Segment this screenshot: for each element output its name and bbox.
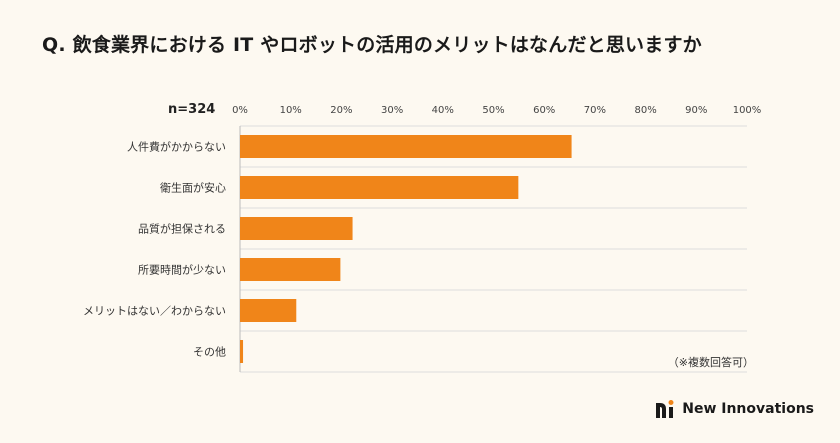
- brand-logo: New Innovations: [656, 400, 814, 418]
- x-tick-label: 0%: [232, 105, 248, 116]
- x-tick-label: 50%: [482, 105, 504, 116]
- bar: [240, 340, 244, 363]
- x-tick-label: 40%: [432, 105, 454, 116]
- multiple-answer-note: （※複数回答可）: [667, 356, 754, 369]
- x-tick-label: 10%: [280, 105, 302, 116]
- x-tick-label: 80%: [634, 105, 656, 116]
- x-tick-label: 20%: [330, 105, 352, 116]
- x-tick-label: 30%: [381, 105, 403, 116]
- bar: [240, 299, 297, 322]
- ni-logo-icon: [656, 400, 674, 418]
- bar: [240, 176, 519, 199]
- x-tick-label: 100%: [733, 105, 762, 116]
- brand-name: New Innovations: [682, 401, 814, 417]
- x-tick-label: 60%: [533, 105, 555, 116]
- sample-size-label: n=324: [168, 102, 215, 117]
- category-label: 衛生面が安心: [160, 181, 226, 195]
- category-label: 人件費がかからない: [127, 140, 226, 154]
- bar: [240, 217, 353, 240]
- category-label: 所要時間が少ない: [138, 263, 226, 277]
- category-label: メリットはない／わからない: [83, 305, 226, 318]
- bar: [240, 135, 572, 158]
- category-label: 品質が担保される: [138, 222, 226, 236]
- x-tick-label: 90%: [685, 105, 707, 116]
- bar: [240, 258, 341, 281]
- x-tick-label: 70%: [584, 105, 606, 116]
- category-label: その他: [193, 346, 226, 359]
- chart-title: Q. 飲食業界における IT やロボットの活用のメリットはなんだと思いますか: [42, 34, 702, 56]
